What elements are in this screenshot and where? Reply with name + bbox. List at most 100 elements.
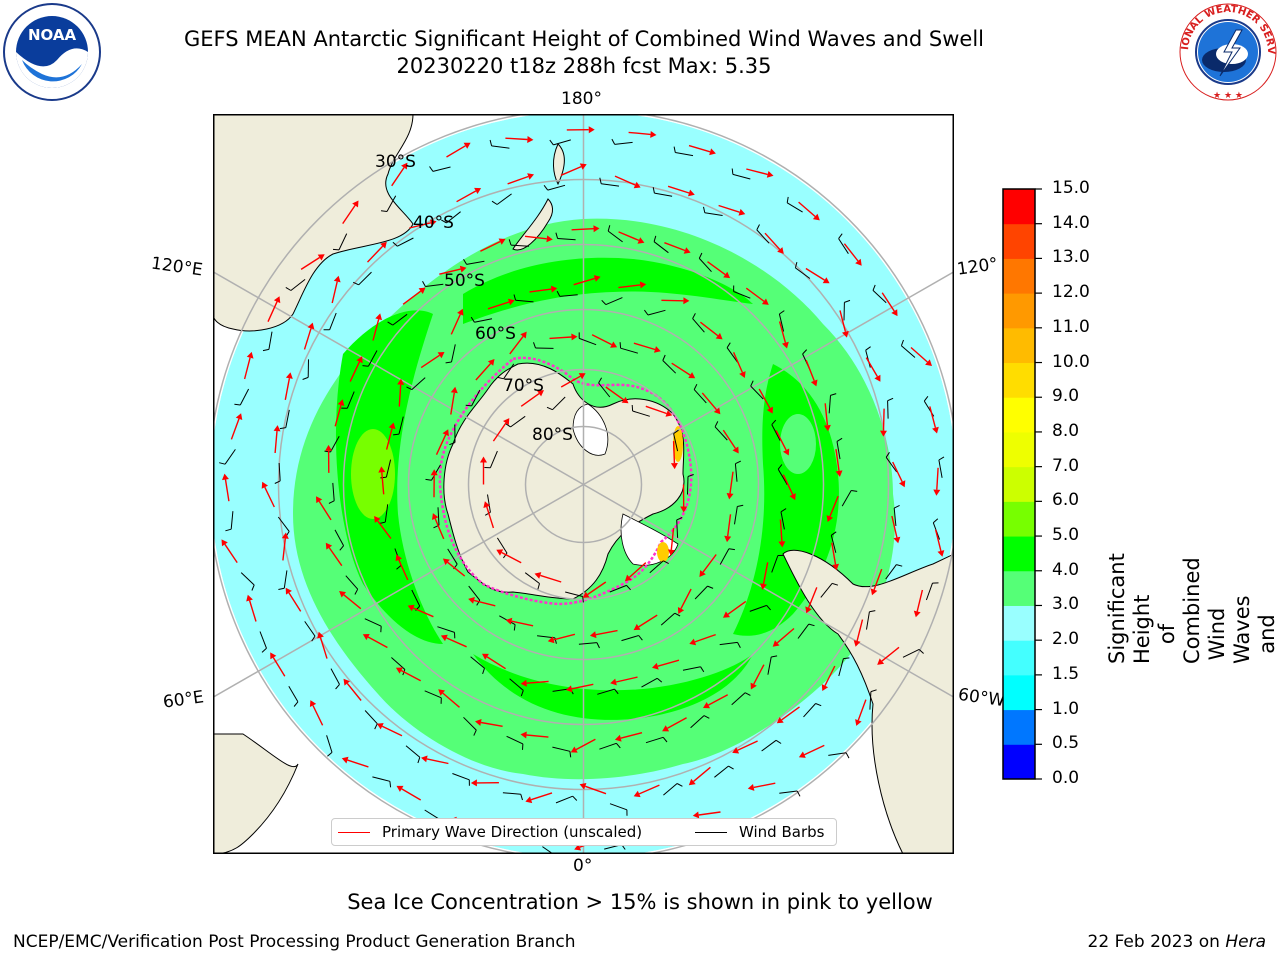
wind-barb-flag (815, 703, 822, 707)
wave-arrow (843, 243, 859, 262)
wind-barb (278, 462, 281, 481)
wave-arrow (618, 231, 640, 242)
wave-arrow (274, 431, 278, 454)
wave-arrow (520, 393, 540, 407)
sea-ice-yellow (657, 426, 683, 562)
wave-arrow (312, 705, 324, 726)
colorbar-cell (1003, 293, 1035, 329)
wave-arrow-head (317, 631, 324, 639)
wind-barb-flag (278, 587, 285, 590)
wave-arrow (381, 725, 403, 737)
wind-barb-flag (703, 206, 706, 213)
wind-barb-flag (489, 139, 493, 147)
wave-arrow (264, 486, 275, 508)
wave-arrow (501, 551, 522, 564)
wind-barb-flag (932, 518, 939, 524)
wave-arrow-head (395, 554, 402, 562)
wind-barb (734, 506, 738, 525)
wave-arrow-head (341, 756, 349, 764)
wave-arrow (775, 430, 787, 451)
wave-arrow-head (352, 200, 359, 208)
wind-barb (283, 570, 288, 589)
wave-arrow-head (547, 636, 555, 644)
wind-barb-flag (569, 751, 572, 758)
wind-barb (542, 846, 554, 854)
wave-arrow-head (463, 142, 471, 149)
wave-arrow-head (823, 424, 831, 432)
wind-barb (432, 166, 451, 172)
wave-arrow-head (593, 225, 600, 233)
wave-arrow (778, 321, 787, 343)
wind-barb-flag (520, 794, 523, 801)
wave-arrow-head (654, 346, 661, 353)
wave-arrow (633, 342, 656, 351)
wave-arrow-head (246, 594, 253, 602)
colorbar-cell (1003, 709, 1035, 745)
wind-barb (731, 692, 746, 706)
wave-arrow (804, 744, 825, 756)
wave-arrow (526, 680, 549, 684)
wind-barb (474, 318, 493, 323)
wind-barb (578, 642, 597, 645)
wave-arrow-head (339, 591, 346, 598)
wind-barb-flag (513, 294, 517, 301)
wind-barb (330, 436, 340, 453)
nws-logo: NATIONAL WEATHER SERVICE ★ ★ ★ (1176, 2, 1277, 101)
wave-arrow (680, 588, 692, 609)
wind-barb (391, 657, 406, 670)
colorbar-tick-label: 0.0 (1052, 768, 1080, 788)
wave-arrow (366, 245, 384, 263)
wave-arrow-head (534, 572, 542, 579)
wave-arrow (560, 375, 581, 388)
wind-barb (756, 229, 770, 244)
wave-arrow-head (810, 379, 818, 387)
wave-arrow (628, 562, 647, 578)
wind-barb-flag (653, 235, 657, 242)
wind-barb-flag (354, 588, 359, 595)
wind-barb-flag (379, 521, 386, 524)
wave-arrow (737, 740, 758, 751)
wind-barb (869, 691, 872, 710)
wave-arrow (657, 659, 680, 667)
wave-arrow-head (874, 374, 881, 382)
wind-barb (392, 313, 408, 326)
chart-subtitle: 20230220 t18z 288h fcst Max: 5.35 (396, 54, 772, 78)
wind-barb-flag (831, 582, 839, 586)
lon-label-60w: 60°W (956, 684, 1007, 712)
wind-barb-flag (234, 403, 241, 406)
wave-arrow-head (621, 396, 629, 404)
colorbar-cell (1003, 674, 1035, 711)
wave-arrow (891, 515, 898, 538)
wind-barb-flag (339, 545, 344, 551)
wave-arrow-head (835, 470, 843, 477)
wind-barb (641, 677, 658, 688)
wave-arrow-head (822, 277, 830, 284)
wave-arrow (936, 467, 939, 490)
wave-arrow (929, 406, 937, 428)
wind-barb-flag (703, 715, 710, 719)
wave-arrow (328, 547, 343, 567)
wave-arrow (511, 620, 534, 627)
wind-barb-flag (219, 462, 226, 465)
wave-arrow-head (880, 430, 887, 437)
wind-barb (496, 537, 508, 554)
wind-barb (893, 508, 897, 527)
colorbar-cell (1003, 258, 1035, 294)
wave-arrow (540, 574, 562, 583)
wind-barb (290, 279, 306, 291)
wave-arrow (829, 495, 839, 517)
wave-arrow-head (474, 187, 482, 194)
wave-arrow-head (783, 448, 790, 456)
wind-barb-flag (737, 642, 741, 648)
wind-barb (925, 582, 933, 601)
wind-barb-flag (744, 692, 751, 696)
wave-arrow (722, 429, 736, 449)
wave-arrow (288, 592, 302, 612)
wave-arrow-head (766, 406, 773, 414)
wind-barb-flag (335, 684, 340, 690)
wind-barb-flag (387, 321, 393, 326)
wave-arrow-head (285, 372, 293, 379)
wind-barb (489, 450, 498, 468)
wave-arrow-head (732, 747, 740, 754)
wind-barb-flag (225, 528, 232, 532)
